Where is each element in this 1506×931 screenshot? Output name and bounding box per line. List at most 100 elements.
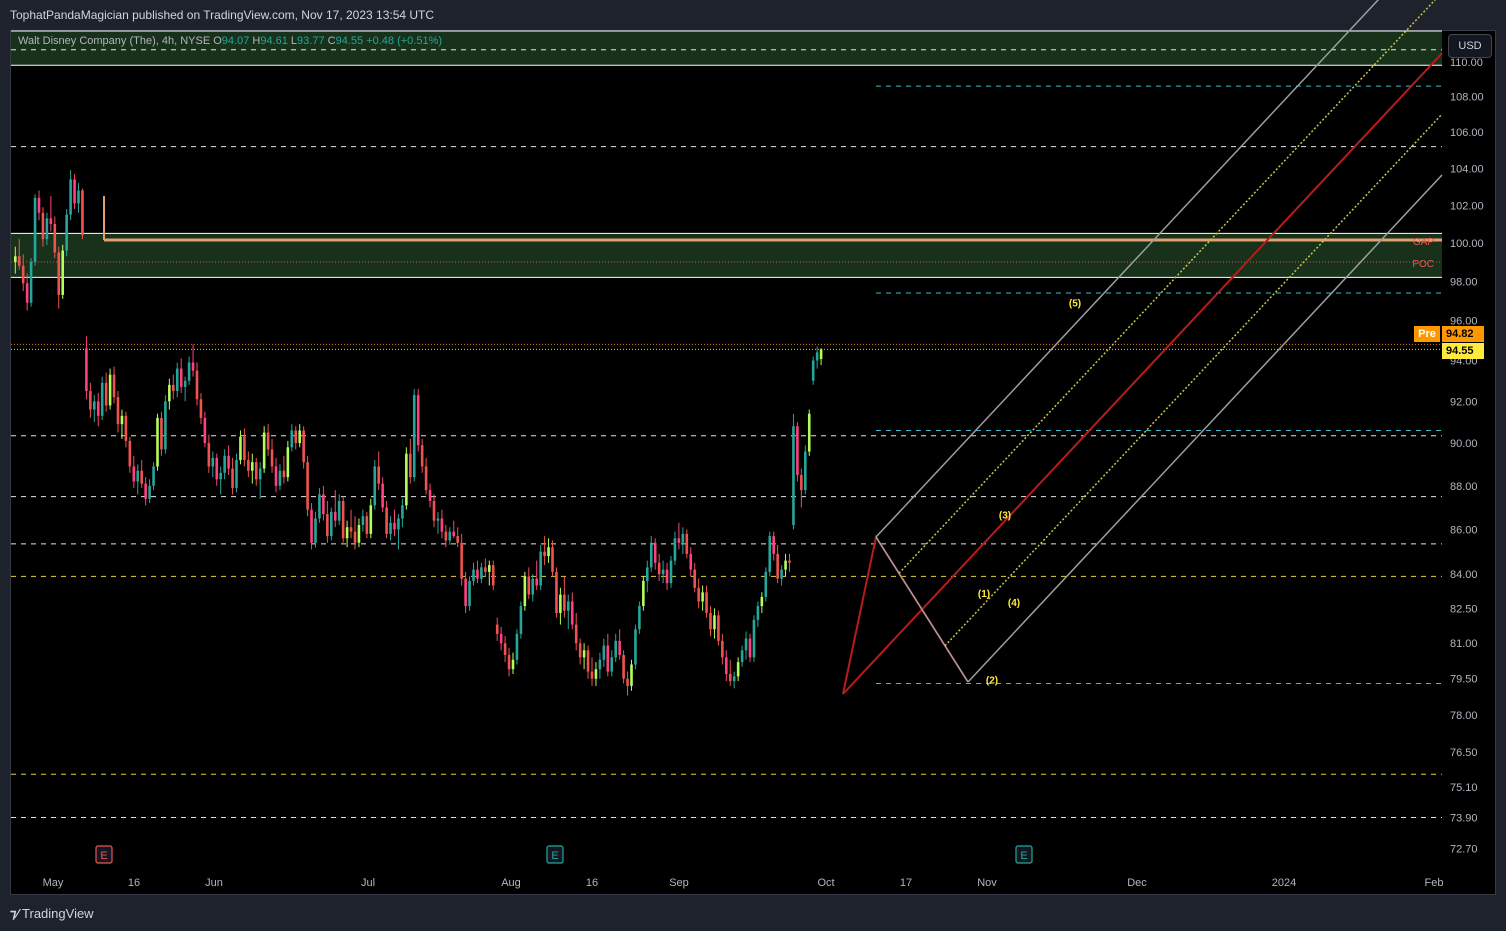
candle-body [33, 197, 37, 263]
candle-body [444, 531, 448, 541]
candle-body [381, 483, 384, 508]
candle-body [420, 445, 424, 467]
candle-body [199, 399, 203, 418]
candle-body [448, 531, 452, 541]
y-tick-label: 76.50 [1450, 747, 1478, 759]
x-tick-label: Dec [1127, 877, 1147, 889]
candle-body [484, 567, 487, 572]
candle-body [191, 362, 195, 371]
zone-band [11, 31, 1442, 66]
pitchfork-upper-line [875, 0, 1380, 538]
candle-body [642, 580, 645, 607]
candle-body [25, 283, 29, 303]
candle-body [464, 578, 467, 607]
candle-body [349, 527, 353, 532]
symbol-name: Walt Disney Company (The), 4h, NYSE [18, 35, 211, 47]
candle-body [436, 518, 440, 521]
symbol-legend[interactable]: Walt Disney Company (The), 4h, NYSE O94.… [18, 35, 442, 47]
candle-body [768, 536, 772, 572]
candle-body [551, 547, 554, 572]
candle-body [389, 522, 392, 534]
open-value: 94.07 [221, 35, 250, 47]
candle-body [819, 349, 823, 360]
candle-body [476, 569, 479, 579]
y-tick-label: 75.10 [1450, 782, 1478, 794]
candle-body [262, 432, 266, 469]
candle-body [235, 460, 238, 488]
candle-body [748, 638, 752, 658]
candle-body [780, 569, 783, 579]
candle-body [503, 643, 507, 655]
candle-body [345, 527, 349, 539]
y-tick-label: 110.00 [1450, 57, 1483, 69]
candle-body [756, 606, 760, 620]
candle-body [519, 606, 523, 634]
chart-panel[interactable] [10, 30, 1496, 895]
y-tick-label: 92.00 [1450, 396, 1478, 408]
candle-body [243, 436, 246, 461]
y-tick-label: 84.00 [1450, 569, 1478, 581]
candle-body [203, 417, 207, 444]
currency-button[interactable]: USD [1448, 34, 1492, 58]
candle-body [274, 466, 278, 486]
candle-body [81, 190, 84, 236]
close-label: C [327, 35, 336, 47]
candle-body [357, 525, 361, 543]
brand-name[interactable]: TradingView [22, 906, 94, 921]
candle-body [602, 645, 606, 660]
candle-body [594, 669, 598, 679]
candle-body [89, 391, 92, 410]
candle-body [578, 643, 582, 658]
candle-body [610, 657, 614, 672]
y-tick-label: 86.00 [1450, 524, 1478, 536]
candle-body [570, 601, 574, 625]
candle-body [598, 659, 602, 670]
earnings-marker-icon [95, 845, 113, 864]
candle-body [318, 494, 321, 519]
y-tick-label: 100.00 [1450, 238, 1484, 250]
high-value: 94.61 [260, 35, 288, 47]
candle-body [128, 440, 132, 467]
tradingview-logo-icon[interactable]: ⁊⁄ [10, 906, 19, 921]
x-tick-label: 16 [586, 877, 598, 889]
candle-body [108, 374, 112, 406]
candle-body [456, 536, 459, 543]
y-tick-label: 96.00 [1450, 315, 1478, 327]
high-label: H [252, 35, 261, 47]
candle-body [14, 256, 17, 263]
pitchfork-base-line [875, 536, 969, 683]
candle-body [393, 522, 396, 530]
candle-body [333, 511, 337, 521]
last-price-tag: 94.55 [1442, 343, 1484, 359]
candle-body [760, 596, 764, 607]
wave-label: (1) [978, 589, 990, 600]
candle-body [630, 664, 633, 686]
x-tick-label: Jul [361, 877, 375, 889]
pitchfork-lower-line [967, 174, 1443, 683]
candle-body [681, 533, 685, 543]
candle-body [195, 370, 199, 400]
candle-body [472, 569, 475, 581]
candle-body [377, 466, 380, 484]
y-tick-label: 104.00 [1450, 163, 1484, 175]
horizontal-levels: GAP POC [11, 49, 1442, 819]
candle-body [302, 430, 305, 463]
y-tick-label: 72.70 [1450, 844, 1478, 856]
candle-body [784, 560, 787, 570]
candle-body [725, 657, 728, 674]
x-tick-label: Sep [669, 877, 689, 889]
candle-body [290, 430, 294, 448]
low-label: L [290, 35, 298, 47]
candle-body [796, 426, 799, 476]
candle-body [337, 500, 341, 521]
candle-body [369, 505, 373, 534]
candle-body [124, 415, 128, 441]
candle-body [53, 224, 57, 253]
candle-body [69, 179, 72, 215]
pitchfork-median-line [842, 52, 1443, 695]
candle-body [567, 601, 570, 611]
candle-body [57, 252, 61, 295]
candle-body [582, 650, 586, 658]
candle-body [792, 426, 795, 526]
